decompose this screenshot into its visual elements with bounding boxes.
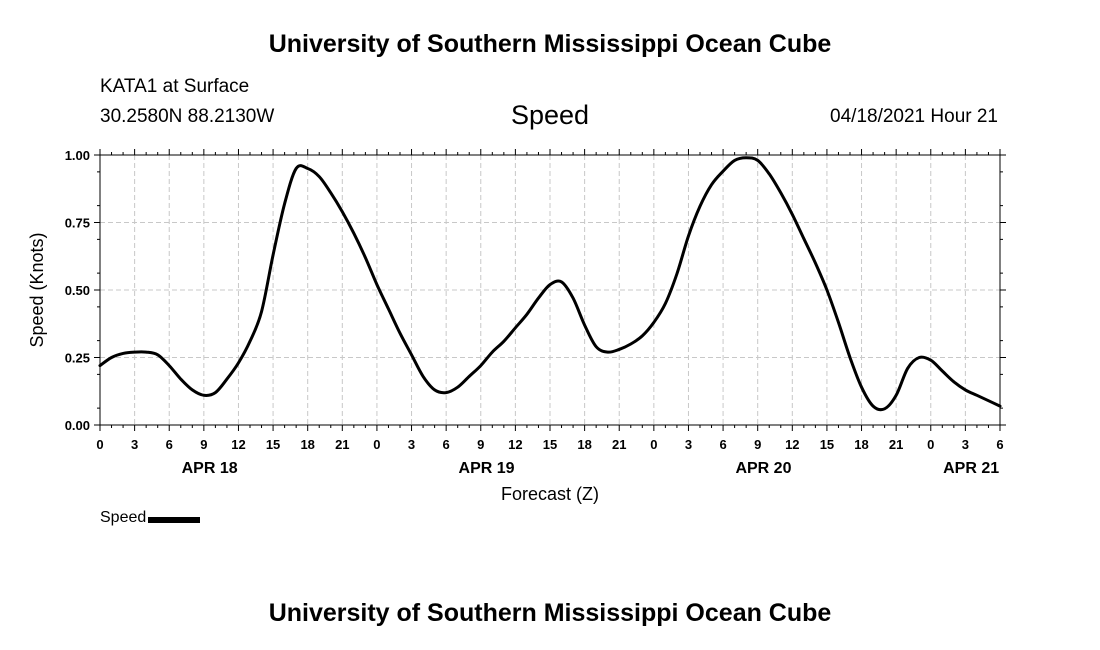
x-axis-title: Forecast (Z) bbox=[501, 484, 599, 504]
x-tick-label: 6 bbox=[443, 437, 450, 452]
x-tick-label: 12 bbox=[231, 437, 245, 452]
x-tick-label: 9 bbox=[200, 437, 207, 452]
x-tick-label: 21 bbox=[335, 437, 349, 452]
y-tick-label: 0.25 bbox=[65, 351, 90, 366]
x-tick-label: 18 bbox=[854, 437, 868, 452]
x-tick-label: 12 bbox=[785, 437, 799, 452]
page-header: University of Southern Mississippi Ocean… bbox=[268, 30, 832, 58]
forecast-datetime: 04/18/2021 Hour 21 bbox=[830, 106, 998, 127]
x-tick-label: 18 bbox=[577, 437, 591, 452]
x-day-label: APR 19 bbox=[459, 460, 515, 477]
x-tick-label: 15 bbox=[820, 437, 834, 452]
x-tick-label: 9 bbox=[754, 437, 761, 452]
chart-title: Speed bbox=[510, 100, 590, 130]
legend-swatch bbox=[148, 517, 201, 523]
x-tick-label: 0 bbox=[927, 437, 934, 452]
x-day-label: APR 21 bbox=[943, 460, 999, 477]
x-tick-label: 21 bbox=[612, 437, 626, 452]
y-tick-label: 0.75 bbox=[65, 216, 90, 231]
x-tick-label: 9 bbox=[477, 437, 484, 452]
x-tick-label: 15 bbox=[543, 437, 557, 452]
station-name: KATA1 at Surface bbox=[100, 76, 250, 97]
x-tick-label: 6 bbox=[166, 437, 173, 452]
y-tick-label: 0.00 bbox=[65, 418, 90, 433]
x-tick-label: 15 bbox=[266, 437, 280, 452]
legend-label: Speed bbox=[100, 509, 147, 526]
y-tick-label: 1.00 bbox=[65, 148, 90, 163]
legend: Speed bbox=[100, 509, 201, 527]
x-tick-label: 3 bbox=[962, 437, 969, 452]
y-axis-title: Speed (Knots) bbox=[27, 232, 47, 347]
x-tick-label: 0 bbox=[650, 437, 657, 452]
x-tick-label: 6 bbox=[719, 437, 726, 452]
series-line-speed bbox=[98, 156, 1002, 412]
x-day-label: APR 20 bbox=[735, 460, 791, 477]
x-tick-label: 3 bbox=[685, 437, 692, 452]
x-tick-label: 18 bbox=[300, 437, 314, 452]
x-tick-label: 3 bbox=[408, 437, 415, 452]
x-tick-label: 6 bbox=[996, 437, 1003, 452]
page-footer: University of Southern Mississippi Ocean… bbox=[268, 599, 832, 627]
x-tick-label: 12 bbox=[508, 437, 522, 452]
x-day-label: APR 18 bbox=[182, 460, 238, 477]
x-tick-label: 3 bbox=[131, 437, 138, 452]
y-tick-label: 0.50 bbox=[65, 283, 90, 298]
x-tick-label: 21 bbox=[889, 437, 903, 452]
x-tick-label: 0 bbox=[96, 437, 103, 452]
station-coordinates: 30.2580N 88.2130W bbox=[100, 106, 275, 127]
x-tick-label: 0 bbox=[373, 437, 380, 452]
